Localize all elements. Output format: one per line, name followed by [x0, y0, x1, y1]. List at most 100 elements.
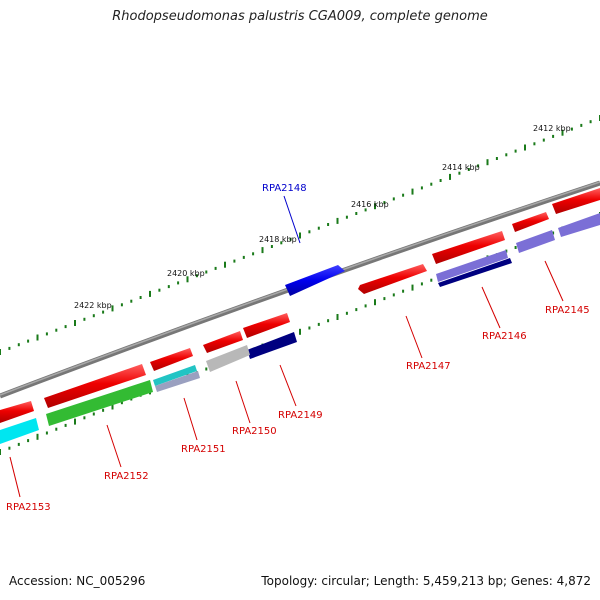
scale-tick — [0, 449, 1, 455]
gene-arrow-rpa2148[interactable] — [285, 265, 345, 296]
scale-tick — [55, 427, 58, 431]
gene-block-gray-blue[interactable] — [155, 371, 200, 392]
gene-arrow-forward[interactable] — [44, 364, 146, 408]
scale-label-2418: 2418 kbp — [259, 235, 297, 244]
scale-tick — [430, 278, 433, 282]
gene-label-rpa2146[interactable]: RPA2146 — [482, 331, 527, 342]
scale-tick — [45, 431, 48, 435]
genome-summary-text: Topology: circular; Length: 5,459,213 bp… — [261, 574, 591, 588]
scale-tick — [524, 144, 526, 151]
gene-label-rpa2145[interactable]: RPA2145 — [545, 305, 590, 316]
scale-tick — [317, 322, 320, 326]
gene-label-rpa2150[interactable]: RPA2150 — [232, 426, 277, 437]
scale-tick — [514, 149, 517, 153]
scale-label-2422: 2422 kbp — [74, 301, 112, 310]
scale-tick — [299, 328, 301, 335]
scale-tick — [289, 237, 292, 241]
gene-block-navy[interactable] — [247, 332, 297, 359]
scale-tick — [83, 416, 86, 420]
scale-tick — [327, 223, 330, 226]
scale-tick — [45, 332, 48, 336]
scale-tick — [158, 288, 161, 292]
scale-tick — [8, 446, 11, 450]
gene-block-purple[interactable] — [436, 250, 508, 282]
scale-tick — [364, 208, 367, 212]
scale-tick — [477, 164, 480, 168]
scale-tick — [0, 349, 1, 355]
scale-label-2412: 2412 kbp — [533, 124, 571, 133]
gene-arrow-forward[interactable] — [358, 264, 427, 294]
scale-tick — [195, 274, 198, 278]
scale-tick — [120, 303, 123, 307]
scale-tick — [345, 215, 348, 219]
gene-label-rpa2147[interactable]: RPA2147 — [406, 361, 451, 372]
scale-tick — [383, 297, 386, 301]
scale-tick — [111, 305, 114, 312]
scale-tick — [336, 314, 339, 320]
gene-label-rpa2148[interactable]: RPA2148 — [262, 183, 307, 194]
gene-label-rpa2153[interactable]: RPA2153 — [6, 502, 51, 513]
gene-label-rpa2152[interactable]: RPA2152 — [104, 471, 149, 482]
scale-tick — [242, 255, 245, 259]
outer-scale-ticks — [0, 115, 600, 355]
scale-tick — [542, 138, 545, 142]
scale-tick — [430, 182, 433, 186]
scale-tick — [392, 197, 395, 201]
scale-tick — [402, 193, 405, 197]
gene-label-rpa2151[interactable]: RPA2151 — [181, 444, 226, 455]
scale-tick — [411, 284, 414, 291]
scale-tick — [589, 120, 592, 124]
scale-tick — [74, 418, 76, 425]
scale-tick — [355, 308, 358, 312]
scale-tick — [74, 320, 76, 326]
scale-tick — [364, 304, 367, 308]
callout-line-rpa2148 — [283, 195, 301, 244]
gene-block-gray[interactable] — [206, 345, 250, 372]
scale-tick — [552, 134, 555, 138]
scale-tick — [570, 127, 573, 131]
gene-arrow-forward[interactable] — [243, 313, 290, 338]
gene-arrow-forward[interactable] — [552, 188, 600, 214]
scale-tick — [486, 159, 489, 166]
scale-tick — [308, 326, 311, 330]
scale-tick — [205, 270, 208, 274]
scale-tick — [345, 311, 348, 315]
scale-tick — [102, 310, 105, 314]
gene-label-rpa2149[interactable]: RPA2149 — [278, 410, 323, 421]
scale-tick — [327, 319, 330, 323]
gene-arrow-forward[interactable] — [432, 231, 505, 264]
gene-block-cyan[interactable] — [0, 418, 39, 444]
scale-tick — [36, 334, 39, 341]
scale-tick — [374, 203, 376, 210]
scale-tick — [177, 281, 180, 285]
scale-tick — [130, 299, 133, 303]
gene-block-teal[interactable] — [153, 365, 197, 386]
scale-tick — [83, 317, 86, 321]
gene-arrow-forward[interactable] — [150, 348, 193, 371]
scale-tick — [167, 285, 170, 289]
scale-tick — [8, 346, 11, 350]
accession-text: Accession: NC_005296 — [9, 574, 146, 588]
map-title: Rhodopseudomonas palustris CGA009, compl… — [112, 9, 488, 24]
gene-block-purple[interactable] — [516, 230, 555, 253]
gene-arrow-forward[interactable] — [203, 331, 243, 353]
scale-labels: 2412 kbp 2414 kbp 2416 kbp 2418 kbp 2420… — [74, 124, 571, 310]
gene-labels: RPA2148 RPA2145 RPA2146 RPA2147 RPA2149 … — [6, 183, 590, 513]
gene-block-purple[interactable] — [558, 213, 600, 237]
gene-block-green[interactable] — [46, 380, 153, 426]
scale-tick — [299, 232, 301, 239]
scale-tick — [17, 442, 20, 446]
scale-tick — [280, 241, 283, 245]
gene-arrow-forward[interactable] — [0, 401, 34, 423]
gene-block-navy[interactable] — [438, 258, 512, 287]
scale-tick — [120, 401, 123, 405]
scale-tick — [505, 153, 508, 157]
gene-arrow-forward[interactable] — [512, 212, 549, 232]
scale-tick — [27, 439, 30, 443]
scale-tick — [383, 201, 386, 205]
reverse-strand-genes — [0, 213, 600, 444]
scale-tick — [392, 293, 395, 297]
scale-tick — [270, 245, 273, 248]
gene-rpa2148-track — [283, 195, 345, 296]
scale-tick — [149, 290, 151, 297]
